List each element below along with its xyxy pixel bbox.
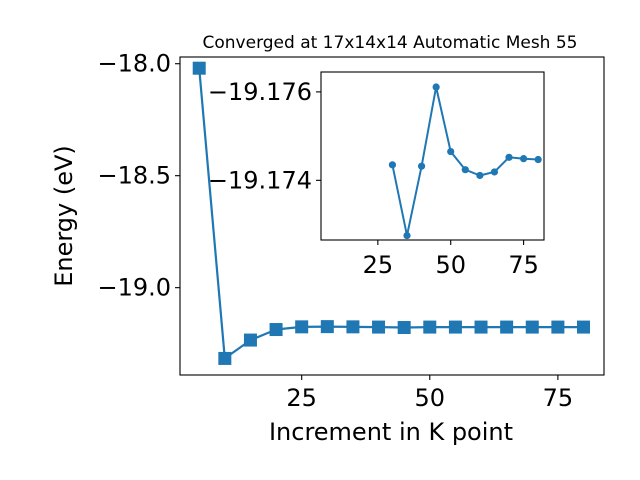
- main-series-line: [198, 68, 584, 360]
- main-data-point: [525, 320, 539, 334]
- main-y-tick-label: −18.0: [97, 50, 171, 78]
- inset-axes-frame: [320, 71, 545, 241]
- main-y-tick-label: −18.5: [97, 162, 171, 190]
- main-data-point: [423, 320, 437, 334]
- inset-x-tick-label: 50: [435, 251, 466, 279]
- inset-plot: 25 50 75 −19.176 −19.174: [208, 71, 545, 279]
- main-data-point: [346, 320, 360, 334]
- main-data-point: [243, 333, 257, 347]
- inset-data-point: [476, 171, 484, 180]
- main-data-point: [295, 320, 309, 334]
- main-data-point: [474, 320, 488, 334]
- main-x-tick-label: 75: [543, 384, 574, 412]
- main-x-tick-label: 25: [286, 384, 317, 412]
- main-data-point: [192, 61, 206, 75]
- main-data-point: [269, 323, 283, 337]
- main-data-point: [500, 320, 514, 334]
- inset-x-tick-label: 25: [363, 251, 394, 279]
- inset-data-point: [519, 155, 528, 163]
- main-data-point: [448, 320, 462, 334]
- inset-y-tick-label: −19.174: [208, 166, 312, 194]
- chart-title: Converged at 17x14x14 Automatic Mesh 55: [203, 33, 578, 53]
- main-markers: [192, 61, 591, 365]
- inset-data-point: [505, 153, 513, 161]
- main-data-point: [577, 320, 591, 334]
- inset-data-point: [417, 162, 426, 170]
- inset-data-point: [403, 231, 411, 240]
- main-data-point: [372, 320, 386, 334]
- main-data-point: [551, 320, 565, 334]
- y-axis-label: Energy (eV): [50, 145, 78, 287]
- inset-data-point: [534, 155, 542, 164]
- main-data-point: [320, 320, 334, 334]
- inset-x-tick-label: 75: [508, 251, 539, 279]
- main-plot: 25 50 75 −18.0 −18.5 −19.0: [97, 50, 605, 412]
- inset-data-point: [461, 166, 469, 174]
- inset-y-tick-label: −19.176: [208, 78, 312, 106]
- x-axis-label: Increment in K point: [269, 418, 513, 446]
- inset-data-point: [447, 147, 455, 156]
- inset-data-point: [490, 168, 499, 176]
- main-axes-frame: [179, 56, 605, 376]
- inset-data-point: [388, 161, 397, 169]
- main-y-tick-label: −19.0: [97, 274, 171, 302]
- inset-markers: [388, 83, 542, 240]
- main-x-tick-label: 50: [415, 384, 446, 412]
- main-data-point: [218, 351, 232, 365]
- inset-data-point: [432, 83, 440, 91]
- main-data-point: [397, 321, 411, 335]
